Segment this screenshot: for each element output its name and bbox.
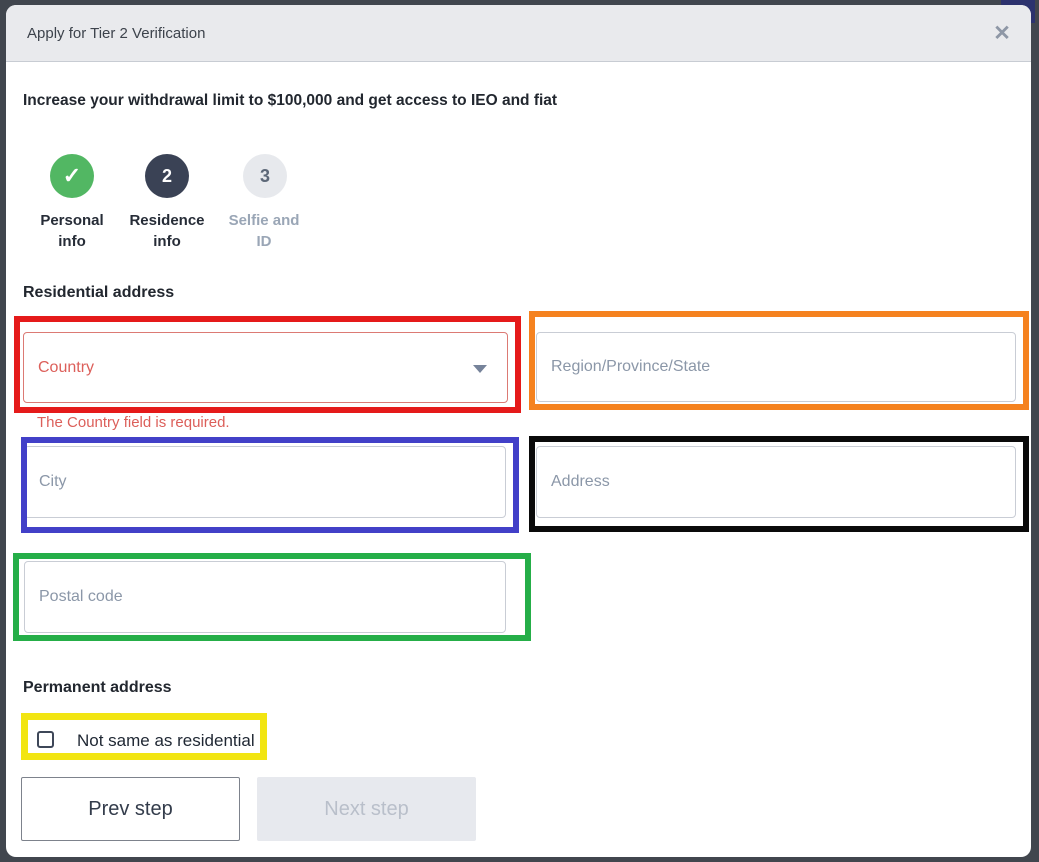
step-number: 3 — [259, 165, 270, 186]
residential-address-heading: Residential address — [23, 284, 175, 301]
step-residence-info-label: Residence info — [129, 212, 205, 250]
step-number: 2 — [161, 165, 172, 186]
permanent-address-heading: Permanent address — [23, 679, 172, 696]
address-input[interactable] — [536, 446, 1016, 518]
not-same-as-residential-label[interactable]: Not same as residential — [77, 731, 255, 750]
modal-subtitle: Increase your withdrawal limit to $100,0… — [23, 92, 558, 109]
modal-header: Apply for Tier 2 Verification ✕ — [6, 5, 1031, 62]
close-icon[interactable]: ✕ — [987, 19, 1017, 49]
step-selfie-id-label: Selfie and ID — [228, 212, 300, 250]
modal-title: Apply for Tier 2 Verification — [27, 25, 206, 42]
step-personal-info-circle: ✓ — [50, 154, 94, 198]
step-selfie-id-circle: 3 — [243, 154, 287, 198]
tier2-verification-modal: Apply for Tier 2 Verification ✕ Increase… — [6, 5, 1031, 857]
next-step-button[interactable]: Next step — [257, 777, 476, 841]
step-personal-info-label: Personal info — [40, 212, 104, 250]
prev-step-button[interactable]: Prev step — [21, 777, 240, 841]
step-residence-info-circle: 2 — [145, 154, 189, 198]
check-icon: ✓ — [62, 163, 82, 188]
country-error-text: The Country field is required. — [37, 414, 230, 431]
postal-code-input[interactable] — [24, 561, 506, 633]
country-select-placeholder: Country — [38, 358, 95, 376]
chevron-down-icon — [473, 364, 487, 373]
country-select[interactable]: Country — [23, 332, 508, 403]
region-input[interactable] — [536, 332, 1016, 402]
city-input[interactable] — [24, 446, 506, 518]
not-same-as-residential-checkbox[interactable] — [37, 731, 54, 748]
